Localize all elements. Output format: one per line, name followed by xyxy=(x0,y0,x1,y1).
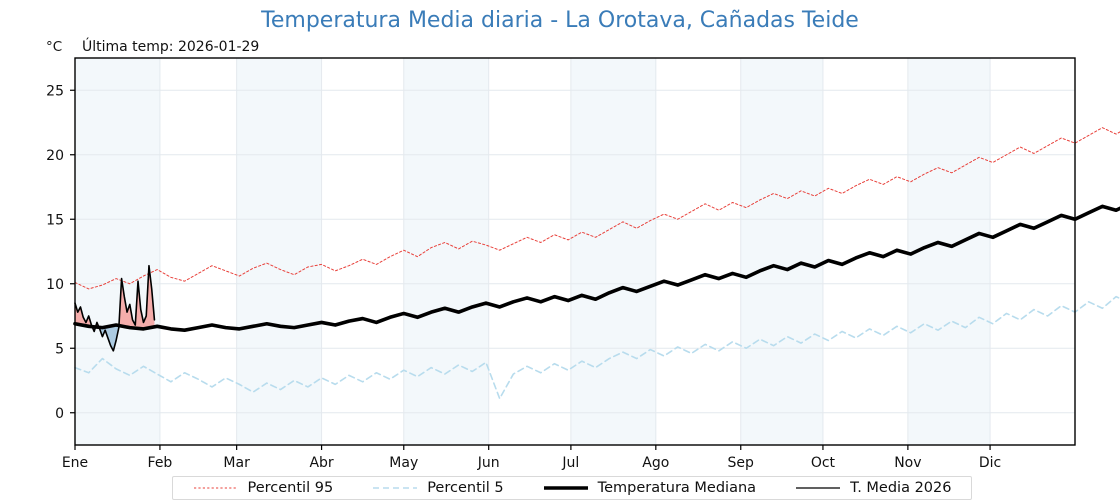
x-tick-label: May xyxy=(389,455,418,471)
above-median-fill xyxy=(118,265,155,329)
month-band-may xyxy=(403,58,489,445)
legend-label: Percentil 5 xyxy=(427,480,504,496)
x-tick-label: Ago xyxy=(642,455,669,471)
legend-swatch-temperatura-mediana xyxy=(543,486,588,490)
month-band-mar xyxy=(236,58,322,445)
x-tick-label: Sep xyxy=(728,455,755,471)
series-line-temperatura-mediana xyxy=(73,204,1120,332)
y-axis-unit-label: °C xyxy=(46,39,63,55)
series-line-percentil-5 xyxy=(74,295,1120,400)
x-tick-label: Oct xyxy=(811,455,836,471)
legend-item[interactable]: Percentil 95 xyxy=(193,480,334,496)
legend-item[interactable]: Percentil 5 xyxy=(372,480,504,496)
legend-item[interactable]: Temperatura Mediana xyxy=(543,480,756,496)
month-band-feb xyxy=(159,58,237,445)
x-tick-label: Ene xyxy=(62,455,88,471)
legend-label: Temperatura Mediana xyxy=(597,480,757,496)
plot-frame xyxy=(74,57,1076,446)
legend-label: Percentil 95 xyxy=(247,480,334,496)
chart-legend: Percentil 95 Percentil 5 Temperatura Media… xyxy=(172,476,972,500)
month-band-jun xyxy=(488,58,571,445)
series-line-percentil-95 xyxy=(74,127,1120,290)
below-median-fill xyxy=(96,325,122,351)
legend-label: T. Media 2026 xyxy=(850,480,952,496)
y-tick-label: 5 xyxy=(55,341,64,357)
y-tick-label: 20 xyxy=(46,148,64,164)
x-tick-label: Nov xyxy=(894,455,921,471)
x-tick-label: Abr xyxy=(309,455,333,471)
y-tick-label: 25 xyxy=(46,83,64,99)
month-band-abr xyxy=(321,58,404,445)
legend-item[interactable]: T. Media 2026 xyxy=(795,480,951,496)
y-tick-label: 10 xyxy=(46,277,64,293)
month-band-nov xyxy=(907,58,991,445)
y-tick-label: 0 xyxy=(55,406,64,422)
x-tick-label: Mar xyxy=(223,455,250,471)
legend-swatch-t-media-2026 xyxy=(796,487,841,489)
x-tick-label: Jun xyxy=(477,455,500,471)
month-band-jul xyxy=(570,58,656,445)
x-tick-label: Dic xyxy=(979,455,1001,471)
y-tick-label: 15 xyxy=(46,212,64,228)
series-line-t-media-2026 xyxy=(74,264,156,352)
month-band-dic xyxy=(990,58,1075,445)
month-band-sep xyxy=(740,58,823,445)
last-temp-subtitle: Última temp: 2026-01-29 xyxy=(82,39,260,55)
month-band-ene xyxy=(75,58,160,445)
legend-swatch-percentil-95 xyxy=(193,487,238,489)
page-title: Temperatura Media diaria - La Orotava, C… xyxy=(261,8,859,33)
month-band-ago xyxy=(655,58,741,445)
legend-swatch-percentil-5 xyxy=(373,487,418,489)
x-tick-label: Feb xyxy=(148,455,173,471)
x-tick-label: Jul xyxy=(561,455,579,471)
